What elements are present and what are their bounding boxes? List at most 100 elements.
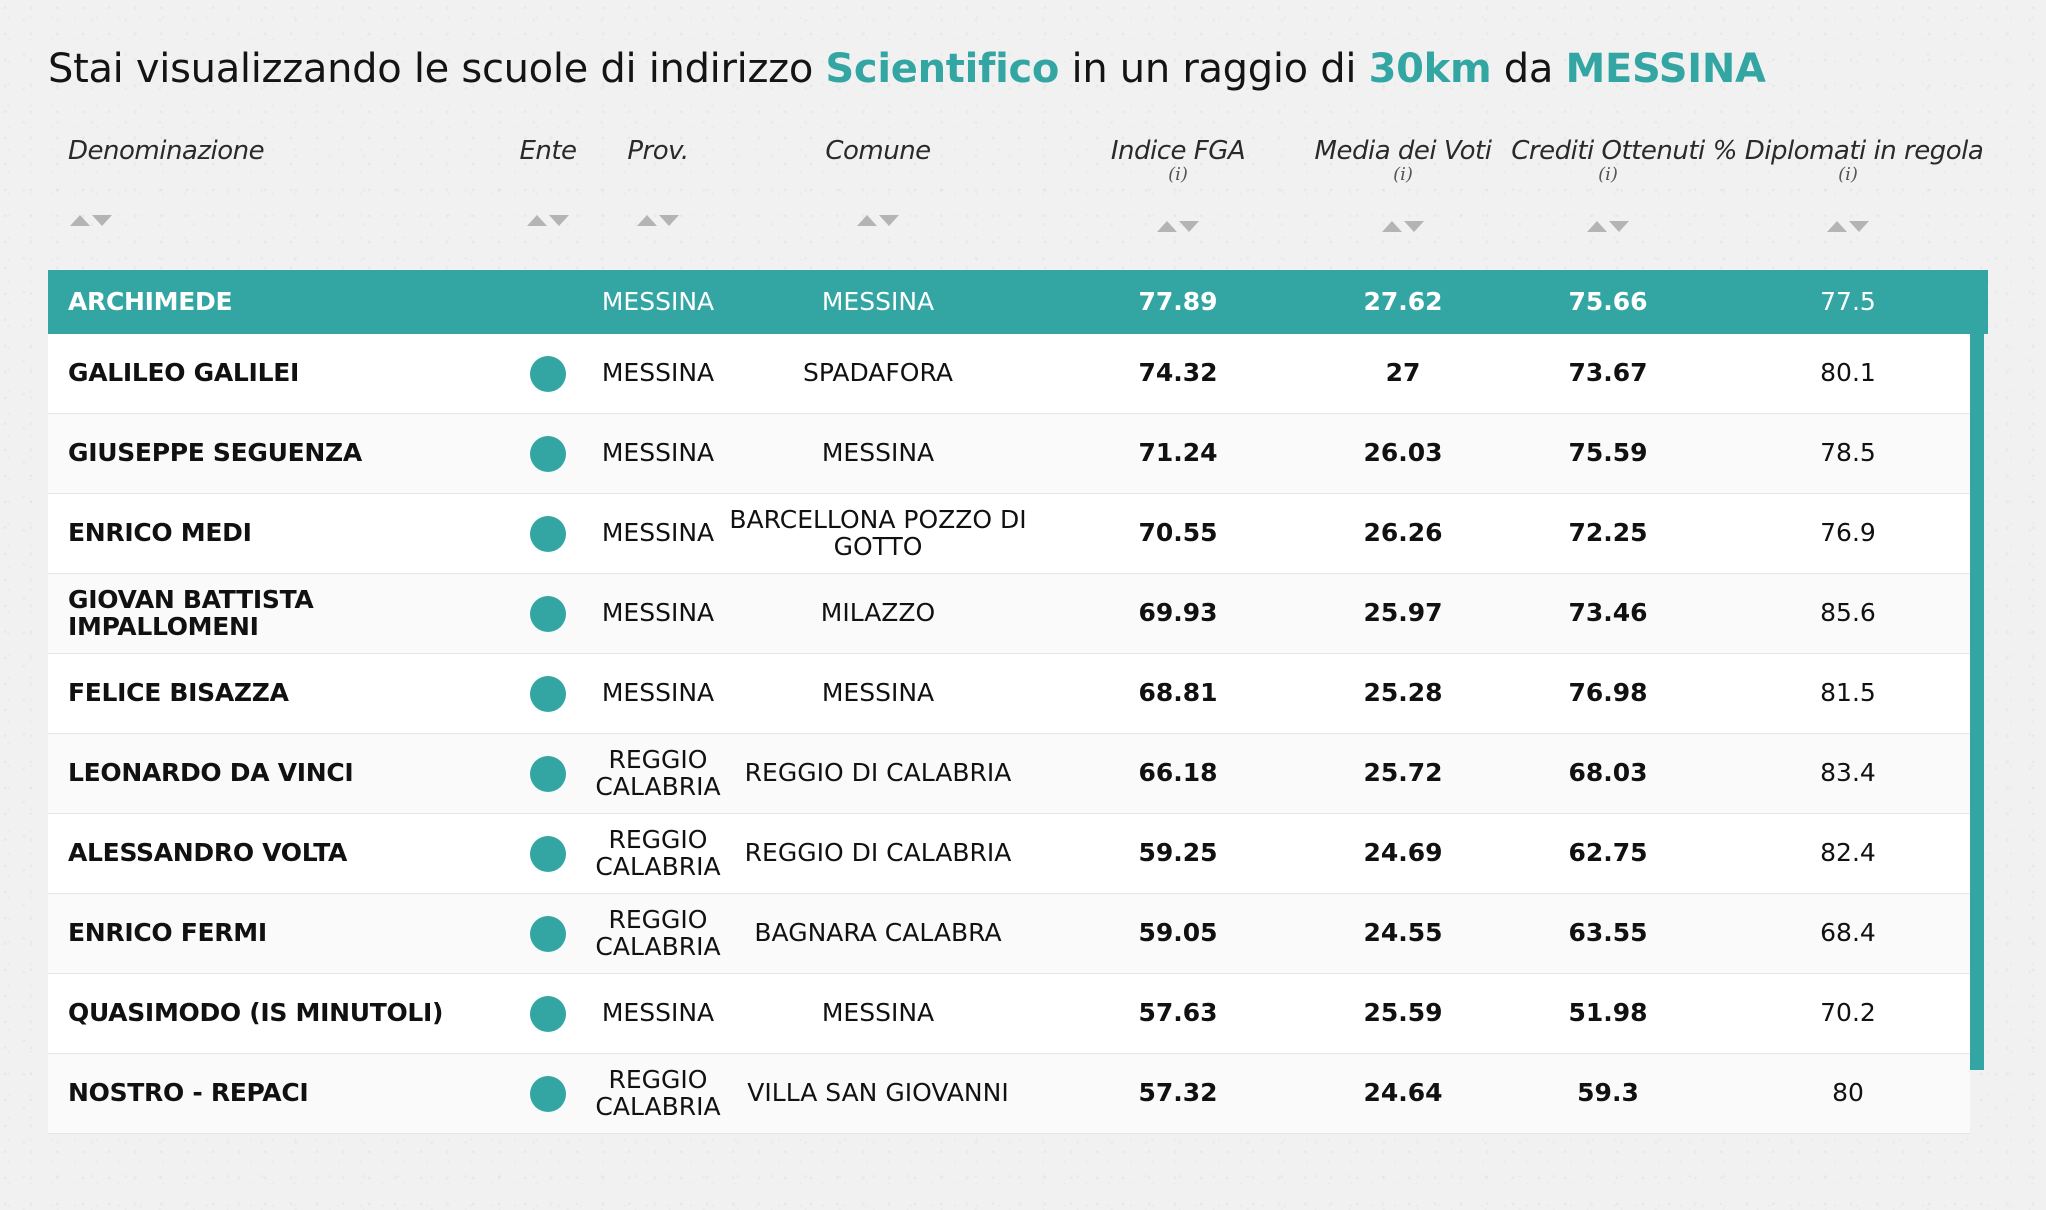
sort-icon[interactable] [1155,216,1201,236]
cell-fga: 66.18 [1138,758,1218,788]
sort-down-icon[interactable] [1179,221,1199,232]
column-header-ente[interactable]: Ente [508,130,588,270]
column-header-label: Indice FGA [1110,136,1246,166]
cell-diplomati: 85.6 [1820,598,1876,628]
cell-name: FELICE BISAZZA [68,678,289,708]
cell-media: 24.69 [1363,838,1443,868]
table-row[interactable]: GALILEO GALILEI MESSINA SPADAFORA 74.32 27 73… [48,334,1970,414]
cell-crediti: 62.75 [1568,838,1648,868]
column-header-prov[interactable]: Prov. [588,130,728,270]
sort-down-icon[interactable] [1609,221,1629,232]
info-icon[interactable]: (i) [1838,164,1858,185]
cell-crediti: 72.25 [1568,518,1648,548]
sort-icon[interactable] [1585,216,1631,236]
sort-icon[interactable] [635,210,681,230]
title-prefix: Stai visualizzando le scuole di indirizz… [48,46,826,92]
cell-media: 25.72 [1363,758,1443,788]
table-row[interactable]: LEONARDO DA VINCI REGGIO CALABRIA REGGIO D… [48,734,1970,814]
cell-crediti: 59.3 [1577,1078,1639,1108]
sort-icon[interactable] [68,210,114,230]
column-header-diplomati[interactable]: % Diplomati in regola (i) [1713,130,1984,270]
column-header-crediti[interactable]: Crediti Ottenuti (i) [1498,130,1718,270]
sort-up-icon[interactable] [1157,221,1177,232]
cell-diplomati: 80 [1832,1078,1864,1108]
ente-status-dot-icon [530,515,566,552]
ente-status-dot-icon [530,675,566,712]
cell-comune: MESSINA [821,438,935,468]
table-row[interactable]: NOSTRO - REPACI REGGIO CALABRIA VILLA SAN … [48,1054,1970,1134]
table-row[interactable]: ENRICO FERMI REGGIO CALABRIA BAGNARA CALAB… [48,894,1970,974]
cell-fga: 68.81 [1138,678,1218,708]
sort-down-icon[interactable] [659,215,679,226]
cell-comune: MESSINA [821,286,935,316]
cell-comune: REGGIO DI CALABRIA [744,838,1012,868]
cell-prov: MESSINA [601,598,715,628]
cell-diplomati: 81.5 [1820,678,1876,708]
cell-media: 24.55 [1363,918,1443,948]
cell-ente [508,494,588,573]
cell-media: 27 [1385,358,1421,388]
table-row-selected[interactable]: ARCHIMEDE MESSINA MESSINA 77.89 27.62 75.66 77… [48,270,1988,334]
sort-down-icon[interactable] [549,215,569,226]
sort-down-icon[interactable] [1404,221,1424,232]
cell-diplomati: 70.2 [1820,998,1876,1028]
column-header-label: Media dei Voti [1314,136,1492,166]
sort-up-icon[interactable] [527,215,547,226]
ente-status-dot-icon [530,355,566,392]
cell-name: ENRICO MEDI [68,518,252,548]
sort-down-icon[interactable] [1849,221,1869,232]
ente-status-dot-icon [530,595,566,632]
sort-down-icon[interactable] [92,215,112,226]
table-row[interactable]: ENRICO MEDI MESSINA BARCELLONA POZZO DI GO… [48,494,1970,574]
cell-prov: MESSINA [601,286,715,316]
cell-crediti: 63.55 [1568,918,1648,948]
cell-fga: 77.89 [1138,286,1218,316]
table-scrollbar[interactable] [1970,270,1984,1070]
sort-up-icon[interactable] [70,215,90,226]
ente-status-dot-icon [530,1075,566,1112]
cell-comune: MESSINA [821,998,935,1028]
cell-ente [508,814,588,893]
table-row[interactable]: GIOVAN BATTISTA IMPALLOMENI MESSINA MILAZZ… [48,574,1970,654]
cell-prov: MESSINA [601,998,715,1028]
sort-up-icon[interactable] [1587,221,1607,232]
sort-icon[interactable] [1380,216,1426,236]
table-header: Denominazione Ente Prov. Comune Indice FGA (i… [48,130,1988,270]
cell-comune: BAGNARA CALABRA [754,918,1002,948]
schools-table: Denominazione Ente Prov. Comune Indice FGA (i… [48,130,1988,1134]
column-header-comune[interactable]: Comune [728,130,1028,270]
cell-media: 25.28 [1363,678,1443,708]
column-header-label: Crediti Ottenuti [1511,136,1705,166]
sort-up-icon[interactable] [637,215,657,226]
table-row[interactable]: ALESSANDRO VOLTA REGGIO CALABRIA REGGIO DI… [48,814,1970,894]
cell-media: 25.97 [1363,598,1443,628]
sort-icon[interactable] [855,210,901,230]
info-icon[interactable]: (i) [1168,164,1188,185]
cell-comune: SPADAFORA [803,358,953,388]
column-header-label: Comune [825,136,931,166]
table-row[interactable]: GIUSEPPE SEGUENZA MESSINA MESSINA 71.24 26.0… [48,414,1970,494]
cell-prov: MESSINA [601,678,715,708]
cell-prov: MESSINA [601,438,715,468]
table-row[interactable]: QUASIMODO (IS MINUTOLI) MESSINA MESSINA 57.… [48,974,1970,1054]
table-row[interactable]: FELICE BISAZZA MESSINA MESSINA 68.81 25.28 76… [48,654,1970,734]
sort-up-icon[interactable] [857,215,877,226]
cell-fga: 74.32 [1138,358,1218,388]
info-icon[interactable]: (i) [1598,164,1618,185]
cell-comune: MESSINA [821,678,935,708]
cell-diplomati: 77.5 [1820,286,1876,316]
sort-icon[interactable] [1825,216,1871,236]
sort-up-icon[interactable] [1382,221,1402,232]
sort-down-icon[interactable] [879,215,899,226]
column-header-name[interactable]: Denominazione [48,130,508,270]
cell-fga: 69.93 [1138,598,1218,628]
column-header-media[interactable]: Media dei Voti (i) [1308,130,1498,270]
sort-icon[interactable] [525,210,571,230]
info-icon[interactable]: (i) [1393,164,1413,185]
cell-prov: MESSINA [601,358,715,388]
column-header-label: Ente [519,136,577,166]
column-header-fga[interactable]: Indice FGA (i) [1108,130,1248,270]
sort-up-icon[interactable] [1827,221,1847,232]
cell-prov: REGGIO CALABRIA [595,825,721,881]
title-middle: in un raggio di [1059,46,1369,92]
